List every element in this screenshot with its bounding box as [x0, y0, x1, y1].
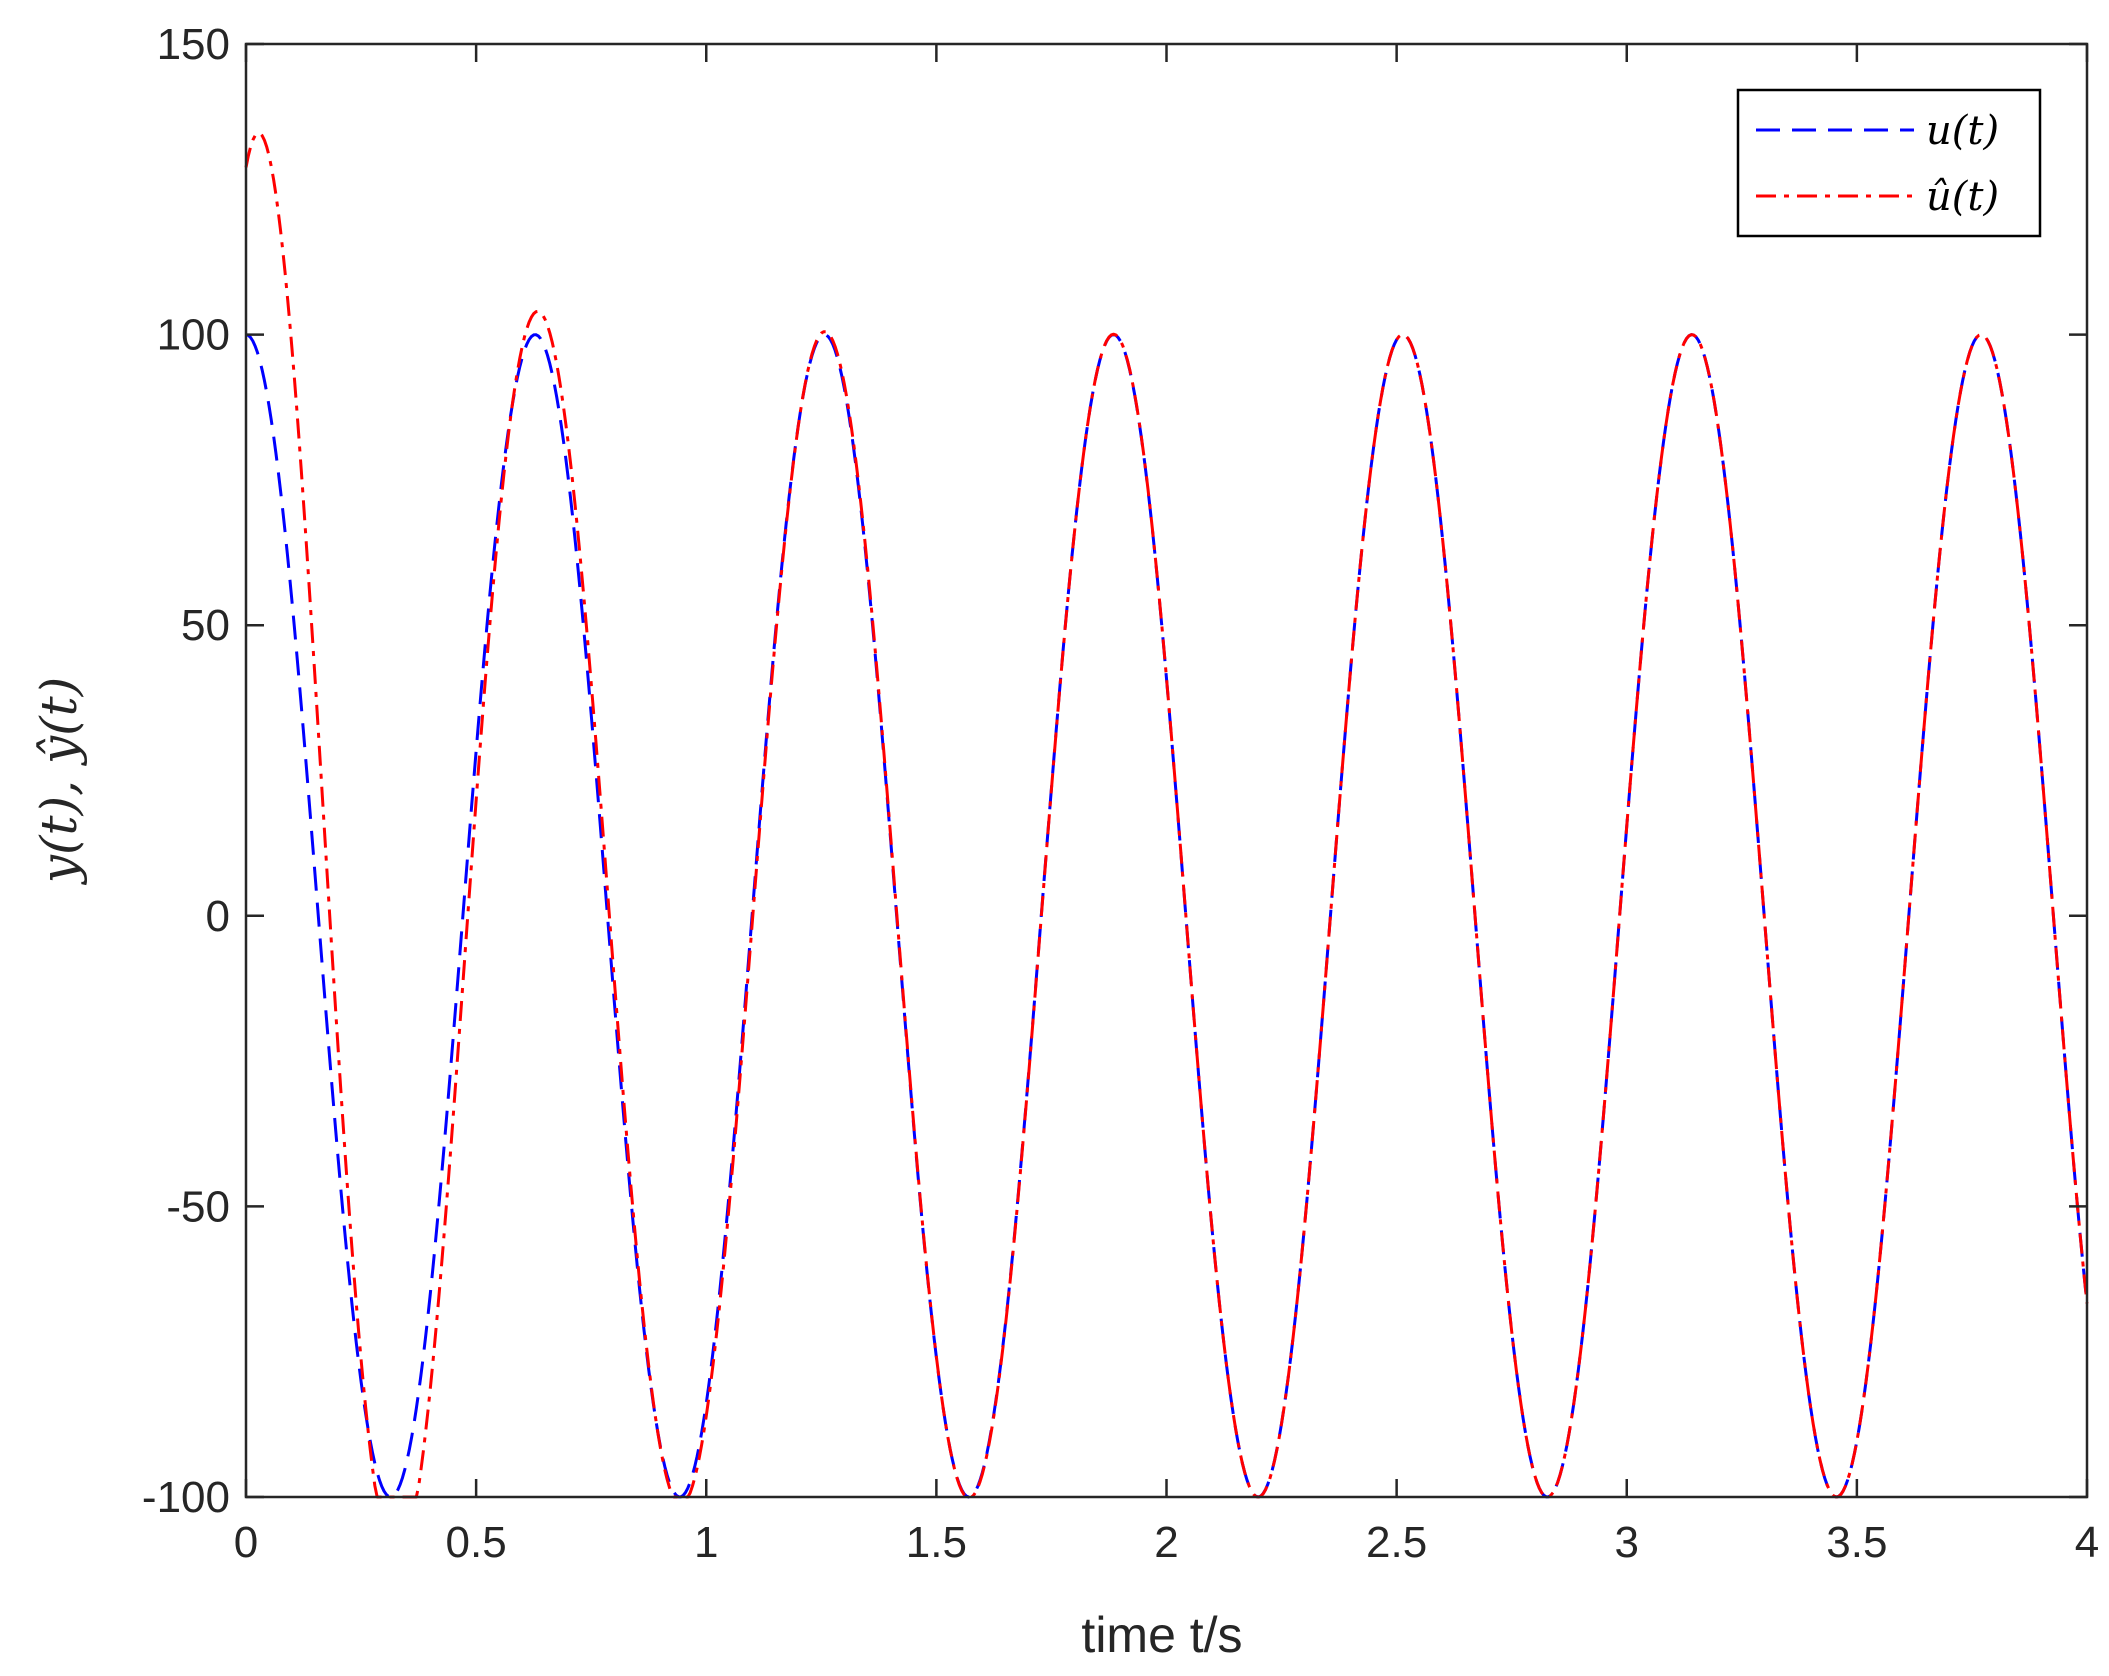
- x-tick-label: 4: [2075, 1518, 2099, 1567]
- plot-background: [246, 44, 2087, 1497]
- x-tick-label: 0.5: [446, 1518, 507, 1567]
- legend-box: [1736, 88, 2042, 238]
- legend-label-u: u(t): [1926, 108, 1999, 154]
- y-tick-label: -50: [166, 1182, 230, 1231]
- y-axis: -100 -50 0 50 100 150: [142, 20, 2087, 1522]
- x-axis: 0 0.5 1 1.5 2 2.5 3 3.5 4: [234, 44, 2099, 1567]
- legend-label-u-hat: û(t): [1926, 174, 1999, 220]
- x-tick-label: 1: [694, 1518, 718, 1567]
- series-line-1: [244, 131, 2089, 1499]
- y-tick-label: 50: [181, 601, 230, 650]
- x-axis-label: time t/s: [1081, 1607, 1242, 1663]
- y-tick-label: -100: [142, 1473, 230, 1522]
- x-tick-label: 0: [234, 1518, 258, 1567]
- x-tick-label: 2.5: [1366, 1518, 1427, 1567]
- legend: u(t) û(t): [1736, 88, 2042, 238]
- y-tick-label: 0: [206, 892, 230, 941]
- x-tick-label: 3.5: [1826, 1518, 1887, 1567]
- x-tick-label: 2: [1154, 1518, 1178, 1567]
- series-line-0: [245, 333, 2089, 1499]
- y-tick-label: 100: [157, 311, 230, 360]
- y-tick-label: 150: [157, 20, 230, 69]
- plot-area: [244, 42, 2089, 1499]
- x-tick-label: 3: [1615, 1518, 1639, 1567]
- y-axis-label: y(t), ŷ(t): [30, 677, 88, 886]
- x-tick-label: 1.5: [906, 1518, 967, 1567]
